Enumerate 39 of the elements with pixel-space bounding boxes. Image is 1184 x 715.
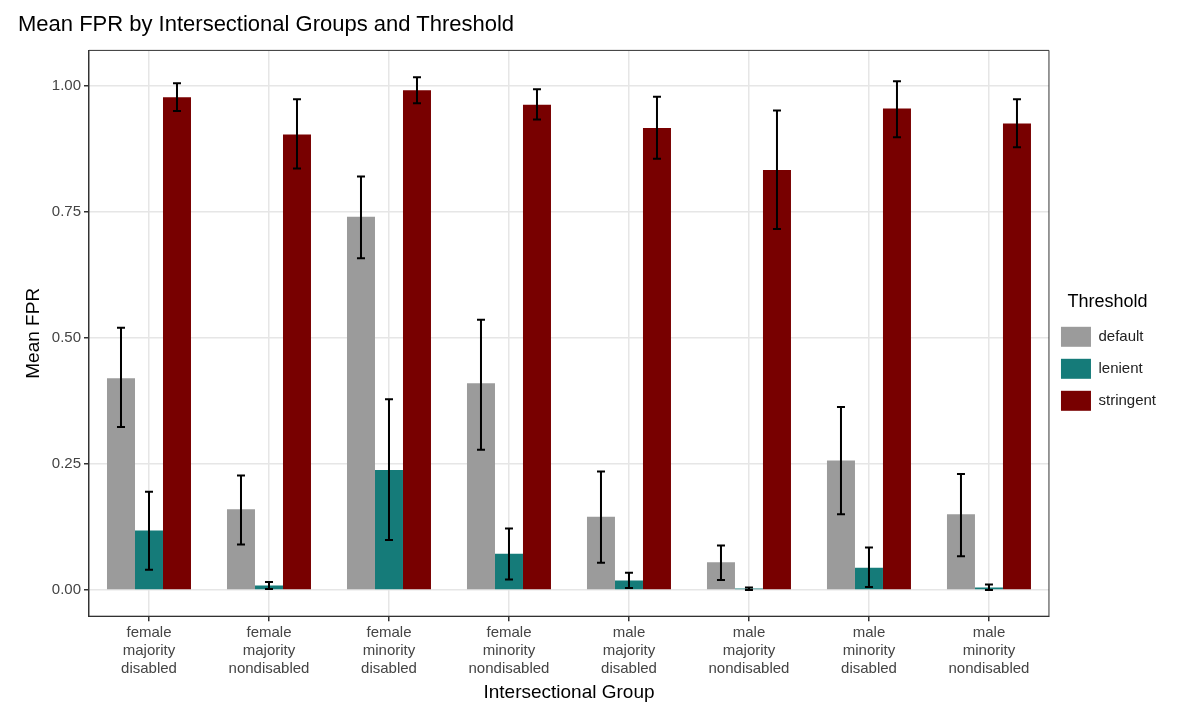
- bar: [374, 469, 403, 590]
- bar: [826, 460, 855, 590]
- bar: [226, 509, 255, 590]
- x-tick-label: male minority nondisabled: [948, 623, 1030, 677]
- bar: [762, 169, 791, 590]
- bar: [522, 104, 551, 590]
- bar: [282, 134, 311, 590]
- bar: [106, 378, 135, 590]
- bar: [466, 383, 495, 590]
- x-tick-label: male majority nondisabled: [708, 623, 790, 677]
- bar: [706, 562, 735, 590]
- bar: [882, 108, 911, 590]
- legend-label: stringent: [1098, 390, 1157, 408]
- bar: [586, 516, 615, 590]
- bar: [642, 128, 671, 590]
- x-tick-label: female majority disabled: [121, 623, 177, 677]
- x-tick-label: male minority disabled: [841, 623, 897, 677]
- chart-title: Mean FPR by Intersectional Groups and Threshold: [18, 11, 515, 37]
- legend-label: default: [1098, 326, 1145, 344]
- bar: [1002, 123, 1031, 590]
- y-tick-label: 0.50: [51, 327, 81, 345]
- x-tick-label: male majority disabled: [601, 623, 657, 677]
- legend-label: lenient: [1098, 358, 1144, 376]
- legend-title: Threshold: [1067, 291, 1148, 312]
- x-tick-label: female minority nondisabled: [468, 623, 550, 677]
- bar: [346, 216, 375, 590]
- y-tick-label: 1.00: [51, 75, 81, 93]
- y-tick-label: 0.75: [51, 201, 81, 219]
- y-tick-label: 0.00: [51, 580, 81, 598]
- bar: [162, 97, 191, 590]
- bar: [402, 90, 431, 590]
- x-tick-label: female minority disabled: [361, 623, 417, 677]
- x-axis-title: Intersectional Group: [483, 680, 655, 702]
- y-axis-title: Mean FPR: [21, 287, 43, 379]
- bar: [946, 514, 975, 590]
- x-tick-label: female majority nondisabled: [228, 623, 310, 677]
- bar: [494, 553, 523, 590]
- bar: [134, 530, 163, 590]
- y-tick-label: 0.25: [51, 454, 81, 472]
